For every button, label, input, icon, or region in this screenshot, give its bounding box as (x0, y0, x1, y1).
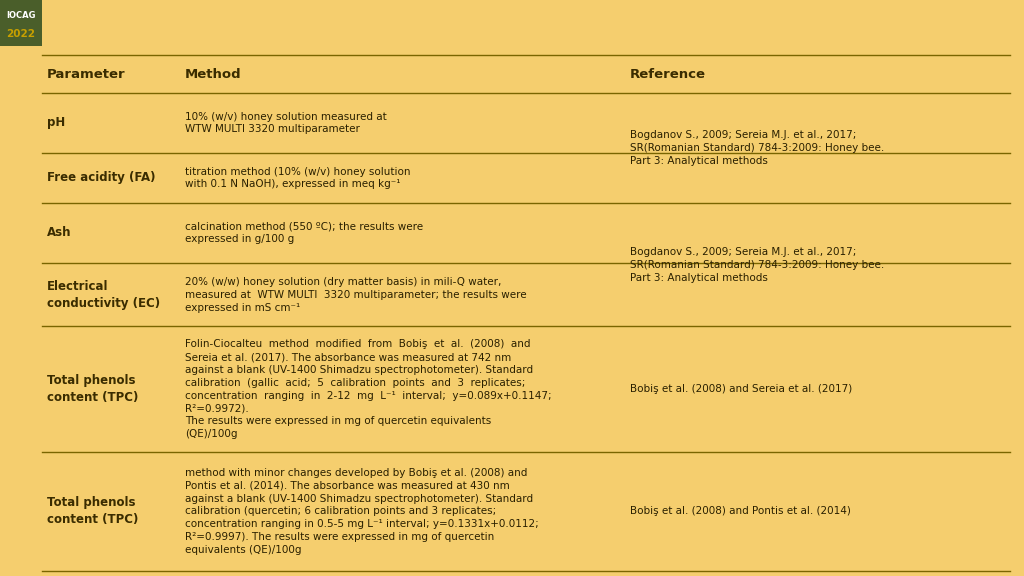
Text: calcination method (550 ºC); the results were
expressed in g/100 g: calcination method (550 ºC); the results… (185, 222, 423, 244)
Text: Bogdanov S., 2009; Sereia M.J. et al., 2017;
SR(Romanian Standard) 784-3:2009: H: Bogdanov S., 2009; Sereia M.J. et al., 2… (630, 130, 885, 166)
Text: pH: pH (47, 116, 66, 130)
Text: 10% (w/v) honey solution measured at
WTW MULTI 3320 multiparameter: 10% (w/v) honey solution measured at WTW… (185, 112, 387, 134)
Text: Total phenols
content (TPC): Total phenols content (TPC) (47, 374, 138, 404)
FancyBboxPatch shape (0, 0, 42, 46)
Text: Parameter: Parameter (47, 67, 126, 81)
Text: titration method (10% (w/v) honey solution
with 0.1 N NaOH), expressed in meq kg: titration method (10% (w/v) honey soluti… (185, 166, 411, 190)
Text: Bobiş et al. (2008) and Sereia et al. (2017): Bobiş et al. (2008) and Sereia et al. (2… (630, 384, 852, 394)
Text: 20% (w/w) honey solution (dry matter basis) in mili-Q water,
measured at  WTW MU: 20% (w/w) honey solution (dry matter bas… (185, 277, 526, 313)
Text: Free acidity (FA): Free acidity (FA) (47, 172, 156, 184)
Text: Bogdanov S., 2009; Sereia M.J. et al., 2017;
SR(Romanian Standard) 784-3:2009: H: Bogdanov S., 2009; Sereia M.J. et al., 2… (630, 247, 885, 283)
Text: Method: Method (185, 67, 242, 81)
Text: Folin-Ciocalteu  method  modified  from  Bobiş  et  al.  (2008)  and
Sereia et a: Folin-Ciocalteu method modified from Bob… (185, 339, 552, 439)
Text: Reference: Reference (630, 67, 706, 81)
Text: 2022: 2022 (6, 29, 36, 39)
Text: Bobiş et al. (2008) and Pontis et al. (2014): Bobiş et al. (2008) and Pontis et al. (2… (630, 506, 851, 517)
Text: method with minor changes developed by Bobiş et al. (2008) and
Pontis et al. (20: method with minor changes developed by B… (185, 468, 539, 555)
Text: Total phenols
content (TPC): Total phenols content (TPC) (47, 497, 138, 526)
Text: Electrical
conductivity (EC): Electrical conductivity (EC) (47, 280, 160, 310)
Text: IOCAG: IOCAG (6, 10, 36, 20)
Text: Ash: Ash (47, 226, 72, 240)
